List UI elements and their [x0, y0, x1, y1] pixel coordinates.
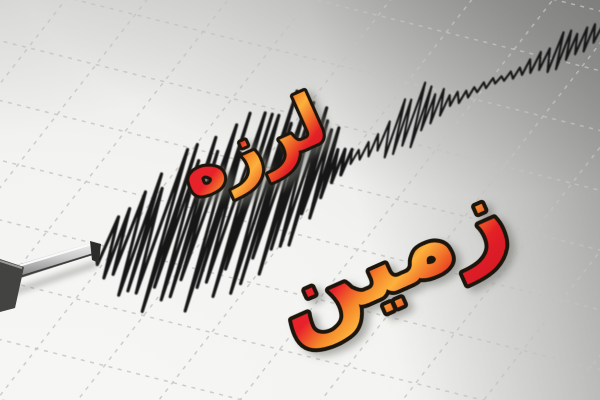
- trace-segment: [339, 23, 600, 177]
- trace-segment: [94, 89, 354, 314]
- pen-mount: [0, 259, 24, 312]
- pen-mount-highlight: [0, 260, 23, 269]
- seismograph-pen: [0, 241, 101, 312]
- seismogram-trace: [94, 23, 600, 314]
- pen-tip: [90, 241, 101, 263]
- pen-arm: [0, 241, 99, 284]
